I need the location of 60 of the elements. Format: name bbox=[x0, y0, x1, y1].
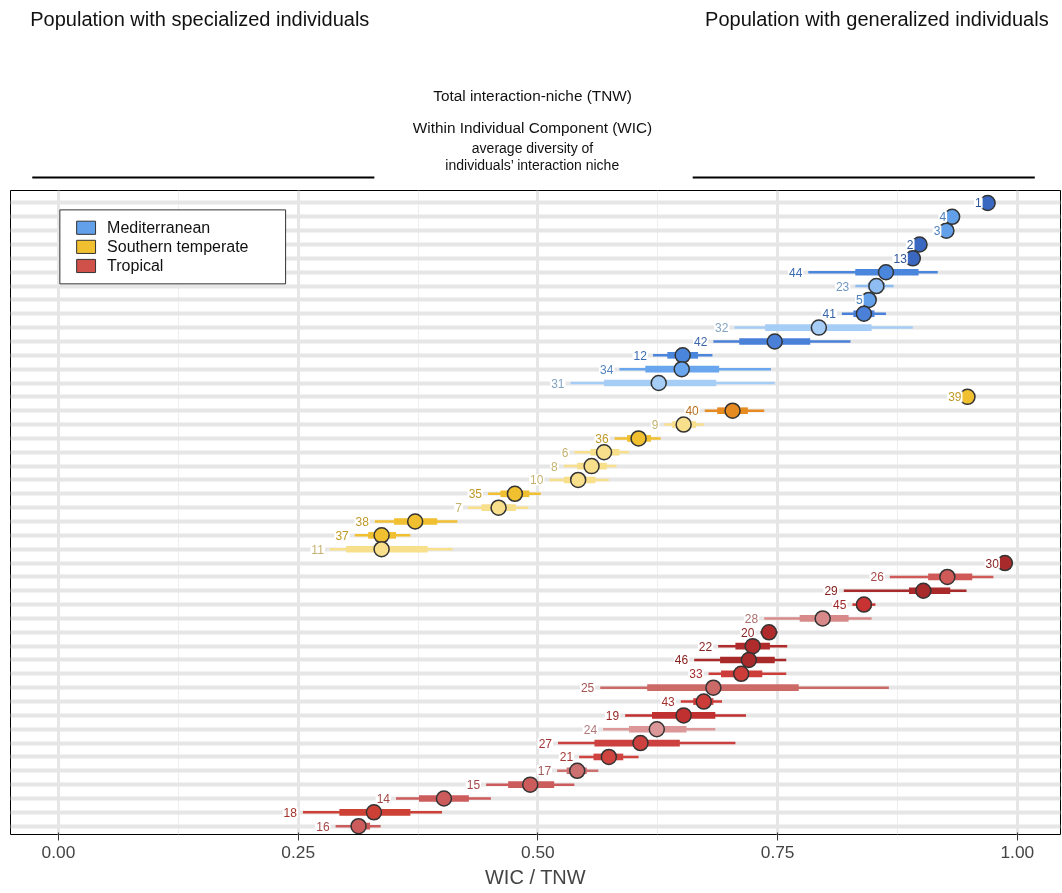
y-tick-label: 30 bbox=[985, 556, 1000, 571]
y-tick-label: 43 bbox=[661, 695, 676, 710]
y-tick-label: 16 bbox=[316, 819, 330, 834]
y-tick-label: 29 bbox=[824, 584, 839, 599]
y-tick-label: 33 bbox=[689, 667, 703, 682]
y-tick-label: 3 bbox=[933, 224, 941, 239]
legend-label: Southern temperate bbox=[107, 238, 249, 256]
y-tick-label: 18 bbox=[283, 805, 298, 820]
y-tick-label: 5 bbox=[856, 293, 864, 308]
y-tick-label: 44 bbox=[788, 265, 803, 280]
y-tick-label: 41 bbox=[822, 307, 837, 322]
y-tick-label: 8 bbox=[551, 459, 559, 474]
x-tick-label: 0.25 bbox=[281, 841, 316, 862]
y-tick-label: 25 bbox=[580, 681, 595, 696]
y-tick-label: 46 bbox=[674, 653, 689, 668]
y-tick-label: 7 bbox=[455, 501, 463, 516]
text: Within Individual Component (WIC) bbox=[412, 118, 653, 136]
y-tick-label: 31 bbox=[551, 376, 565, 391]
y-tick-label: 9 bbox=[651, 418, 659, 433]
y-tick-label: 34 bbox=[600, 362, 614, 377]
y-tick-label: 1 bbox=[974, 196, 982, 211]
y-tick-label: 2 bbox=[906, 238, 914, 253]
y-tick-label: 24 bbox=[583, 722, 598, 737]
y-tick-label: 32 bbox=[715, 321, 729, 336]
y-tick-label: 14 bbox=[376, 791, 391, 806]
y-tick-label: 42 bbox=[694, 334, 708, 349]
x-axis-title: WIC / TNW bbox=[484, 865, 586, 888]
text: Population with specialized individuals bbox=[30, 7, 370, 30]
y-tick-label: 10 bbox=[530, 473, 544, 488]
x-tick-label: 0.50 bbox=[521, 841, 555, 862]
y-tick-label: 20 bbox=[741, 625, 755, 640]
y-tick-label: 11 bbox=[311, 542, 325, 557]
legend-label: Tropical bbox=[107, 257, 164, 275]
y-tick-label: 23 bbox=[835, 279, 850, 294]
text: average diversity of individuals’ interaction niche bbox=[445, 139, 620, 174]
text: Total interaction-niche (TNW) bbox=[433, 86, 632, 104]
text: Population with generalized individuals bbox=[705, 7, 1049, 30]
y-tick-label: 4 bbox=[939, 210, 947, 225]
y-tick-label: 17 bbox=[537, 764, 552, 779]
legend-label: Mediterranean bbox=[107, 219, 211, 237]
y-tick-label: 45 bbox=[833, 598, 847, 613]
y-tick-label: 28 bbox=[744, 611, 759, 626]
y-tick-label: 37 bbox=[335, 528, 350, 543]
y-tick-label: 12 bbox=[633, 348, 648, 363]
y-tick-label: 38 bbox=[355, 515, 370, 529]
y-tick-label: 26 bbox=[870, 570, 885, 585]
x-tick-label: 0.00 bbox=[41, 841, 76, 862]
y-tick-label: 21 bbox=[559, 750, 574, 765]
x-tick-label: 0.75 bbox=[760, 841, 795, 862]
y-tick-label: 35 bbox=[468, 487, 483, 502]
y-tick-label: 6 bbox=[561, 445, 569, 460]
y-tick-label: 36 bbox=[595, 431, 609, 446]
y-tick-label: 27 bbox=[538, 736, 553, 751]
y-tick-label: 40 bbox=[685, 404, 700, 419]
y-tick-label: 39 bbox=[948, 390, 962, 405]
y-tick-label: 15 bbox=[466, 778, 481, 793]
x-tick-label: 1.00 bbox=[1000, 841, 1035, 862]
y-tick-label: 13 bbox=[893, 251, 908, 266]
y-tick-label: 22 bbox=[698, 639, 713, 654]
y-tick-label: 19 bbox=[605, 708, 620, 723]
